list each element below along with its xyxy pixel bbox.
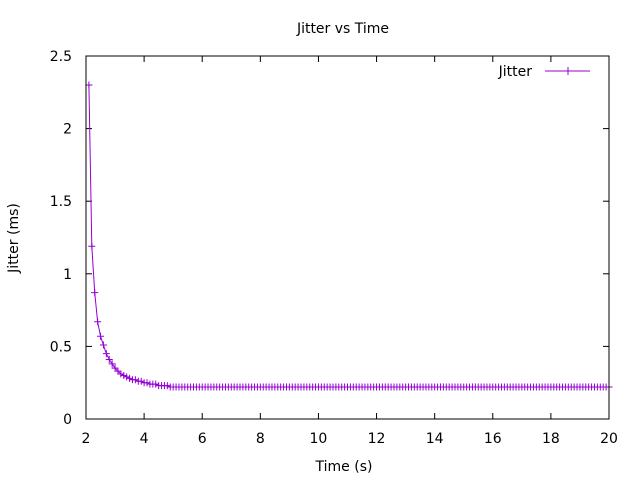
y-tick-label: 0.5 [50, 339, 72, 355]
data-point-marker [91, 289, 99, 297]
ticks-layer: 2 4 6 8 10 12 14 16 18 20 0 0.5 1 1.5 2 2.5 [50, 49, 618, 447]
x-tick-label: 6 [198, 431, 207, 447]
legend: Jitter [498, 64, 590, 80]
data-point-marker [152, 380, 160, 388]
data-point-marker [143, 379, 151, 387]
data-point-marker [105, 355, 113, 363]
x-tick-label: 10 [310, 431, 328, 447]
data-point-marker [99, 341, 107, 349]
x-tick-label: 18 [542, 431, 560, 447]
data-point-marker [123, 373, 131, 381]
y-tick-label: 0 [63, 412, 72, 428]
x-tick-label: 12 [368, 431, 386, 447]
data-point-marker [88, 242, 96, 250]
plot-frame [85, 55, 610, 420]
data-point-marker [108, 360, 116, 368]
data-point-marker [137, 377, 145, 385]
data-point-marker [131, 376, 139, 384]
data-point-marker [94, 318, 102, 326]
x-axis-label: Time (s) [315, 459, 373, 475]
x-tick-label: 20 [600, 431, 618, 447]
data-point-marker [120, 371, 128, 379]
x-tick-label: 14 [426, 431, 444, 447]
y-tick-label: 2.5 [50, 49, 72, 65]
legend-label: Jitter [498, 64, 533, 80]
x-tick-label: 8 [256, 431, 265, 447]
legend-marker [564, 67, 572, 75]
x-tick-label: 4 [140, 431, 149, 447]
data-point-marker [163, 382, 171, 390]
y-tick-label: 2 [63, 122, 72, 138]
y-tick-label: 1.5 [50, 194, 72, 210]
data-point-marker [117, 370, 125, 378]
data-point-marker [85, 81, 93, 89]
chart-title: Jitter vs Time [296, 21, 389, 37]
data-point-marker [111, 364, 119, 372]
data-point-marker [114, 367, 122, 375]
data-point-marker [102, 350, 110, 358]
x-tick-label: 2 [82, 431, 91, 447]
x-tick-label: 16 [484, 431, 502, 447]
data-point-marker [126, 374, 134, 382]
y-tick-label: 1 [63, 267, 72, 283]
y-axis-label: Jitter (ms) [6, 203, 22, 274]
data-point-marker [97, 332, 105, 340]
series-layer [85, 81, 613, 391]
